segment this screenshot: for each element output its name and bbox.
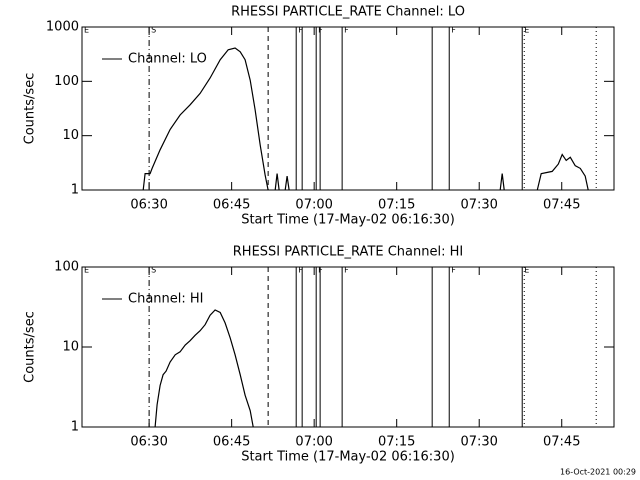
y-tick-label: 100: [54, 74, 79, 89]
event-flag: E: [84, 26, 89, 35]
event-flag: E: [524, 26, 529, 35]
y-axis-label: Counts/sec: [23, 73, 38, 145]
footer: 16-Oct-2021 00:29: [560, 468, 636, 477]
y-tick-label: 1: [71, 420, 79, 435]
x-tick-label: 07:45: [543, 198, 580, 213]
event-flag: E: [524, 266, 529, 275]
x-tick-label: 07:30: [460, 435, 497, 450]
x-tick-label: 06:30: [130, 435, 167, 450]
x-tick-label: 07:00: [295, 435, 332, 450]
x-tick-label: 07:00: [295, 198, 332, 213]
x-tick-label: 07:30: [460, 198, 497, 213]
x-tick-label: 07:15: [378, 435, 415, 450]
event-flag: F: [344, 266, 349, 275]
event-flag: F: [298, 266, 303, 275]
event-flag: F: [344, 26, 349, 35]
plot-frame: [81, 26, 615, 191]
chart-title: RHESSI PARTICLE_RATE Channel: HI: [233, 245, 463, 260]
y-tick-label: 10: [62, 128, 79, 143]
x-tick-label: 07:45: [543, 435, 580, 450]
x-tick-label: 07:15: [378, 198, 415, 213]
event-flag: F: [451, 266, 456, 275]
event-flag: F: [298, 26, 303, 35]
event-flag: S: [151, 266, 156, 275]
x-axis-label: Start Time (17-May-02 06:16:30): [241, 213, 455, 228]
x-tick-label: 06:45: [213, 198, 250, 213]
event-flag: F: [451, 26, 456, 35]
x-tick-label: 06:45: [213, 435, 250, 450]
event-flag: E: [84, 266, 89, 275]
chart-title: RHESSI PARTICLE_RATE Channel: LO: [231, 5, 465, 20]
event-flag: S: [151, 26, 156, 35]
y-tick-label: 100: [54, 260, 79, 275]
y-axis-label: Counts/sec: [23, 311, 38, 383]
x-tick-label: 06:30: [130, 198, 167, 213]
legend-label: Channel: LO: [128, 52, 207, 67]
y-tick-label: 1000: [46, 20, 79, 35]
data-line: [142, 47, 589, 191]
event-flag: F: [318, 26, 323, 35]
x-axis-label: Start Time (17-May-02 06:16:30): [241, 450, 455, 465]
legend-label: Channel: HI: [128, 292, 204, 307]
data-line: [154, 309, 254, 428]
y-tick-label: 1: [71, 183, 79, 198]
event-flag: F: [318, 266, 323, 275]
y-tick-label: 10: [62, 340, 79, 355]
